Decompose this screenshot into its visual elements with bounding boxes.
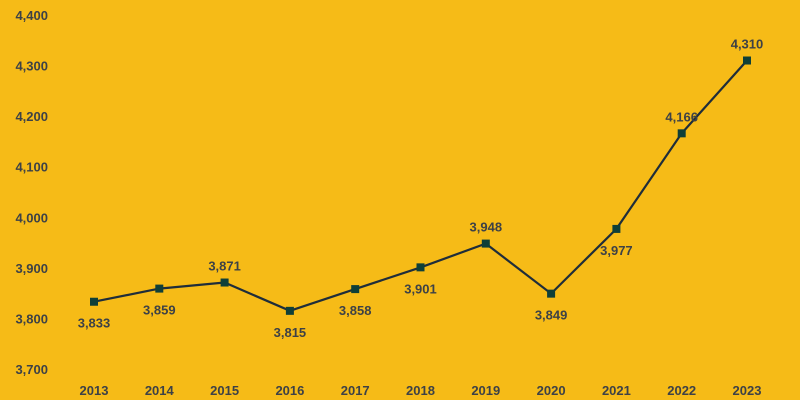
- data-label: 3,858: [339, 303, 372, 318]
- data-label: 3,849: [535, 308, 568, 323]
- x-tick-label: 2020: [537, 383, 566, 398]
- data-point-marker: [416, 263, 425, 272]
- data-point-marker: [220, 278, 229, 287]
- y-tick-label: 4,000: [15, 210, 48, 225]
- y-tick-label: 4,400: [15, 8, 48, 23]
- y-tick-label: 4,100: [15, 160, 48, 175]
- x-axis-ticks: 2013 2014 2015 2016 2017 2018 2019 2020 2021 2022…: [80, 383, 762, 398]
- data-point-marker: [285, 306, 294, 315]
- data-point-marker: [155, 284, 164, 293]
- series-markers: [90, 56, 751, 315]
- data-point-marker: [547, 289, 556, 298]
- y-tick-label: 3,800: [15, 311, 48, 326]
- data-point-marker: [90, 297, 98, 306]
- data-point-marker: [743, 56, 751, 65]
- x-tick-label: 2022: [667, 383, 696, 398]
- y-tick-label: 4,300: [15, 59, 48, 74]
- x-tick-label: 2016: [275, 383, 304, 398]
- data-label: 3,815: [274, 325, 307, 340]
- x-tick-label: 2015: [210, 383, 239, 398]
- data-label: 4,310: [731, 37, 764, 52]
- data-label: 4,166: [665, 109, 698, 124]
- x-tick-label: 2014: [145, 383, 175, 398]
- data-label: 3,901: [404, 281, 437, 296]
- data-label: 3,833: [78, 316, 111, 331]
- x-tick-label: 2013: [80, 383, 109, 398]
- data-label: 3,977: [600, 243, 633, 258]
- y-tick-label: 4,200: [15, 109, 48, 124]
- data-point-marker: [677, 129, 686, 138]
- y-tick-label: 3,900: [15, 261, 48, 276]
- series-line: [93, 59, 748, 312]
- data-point-marker: [612, 224, 621, 233]
- data-labels: 3,833 3,859 3,871 3,815 3,858 3,901 3,948 3,849…: [78, 37, 764, 340]
- y-axis-ticks: 3,700 3,800 3,900 4,000 4,100 4,200 4,300 4,400: [15, 8, 48, 377]
- x-tick-label: 2019: [471, 383, 500, 398]
- data-label: 3,859: [143, 303, 176, 318]
- x-tick-label: 2021: [602, 383, 631, 398]
- data-label: 3,948: [470, 220, 503, 235]
- data-label: 3,871: [208, 259, 241, 274]
- y-tick-label: 3,700: [15, 362, 48, 377]
- x-tick-label: 2023: [733, 383, 762, 398]
- x-tick-label: 2018: [406, 383, 435, 398]
- x-tick-label: 2017: [341, 383, 370, 398]
- data-point-marker: [351, 285, 360, 294]
- data-point-marker: [481, 239, 490, 248]
